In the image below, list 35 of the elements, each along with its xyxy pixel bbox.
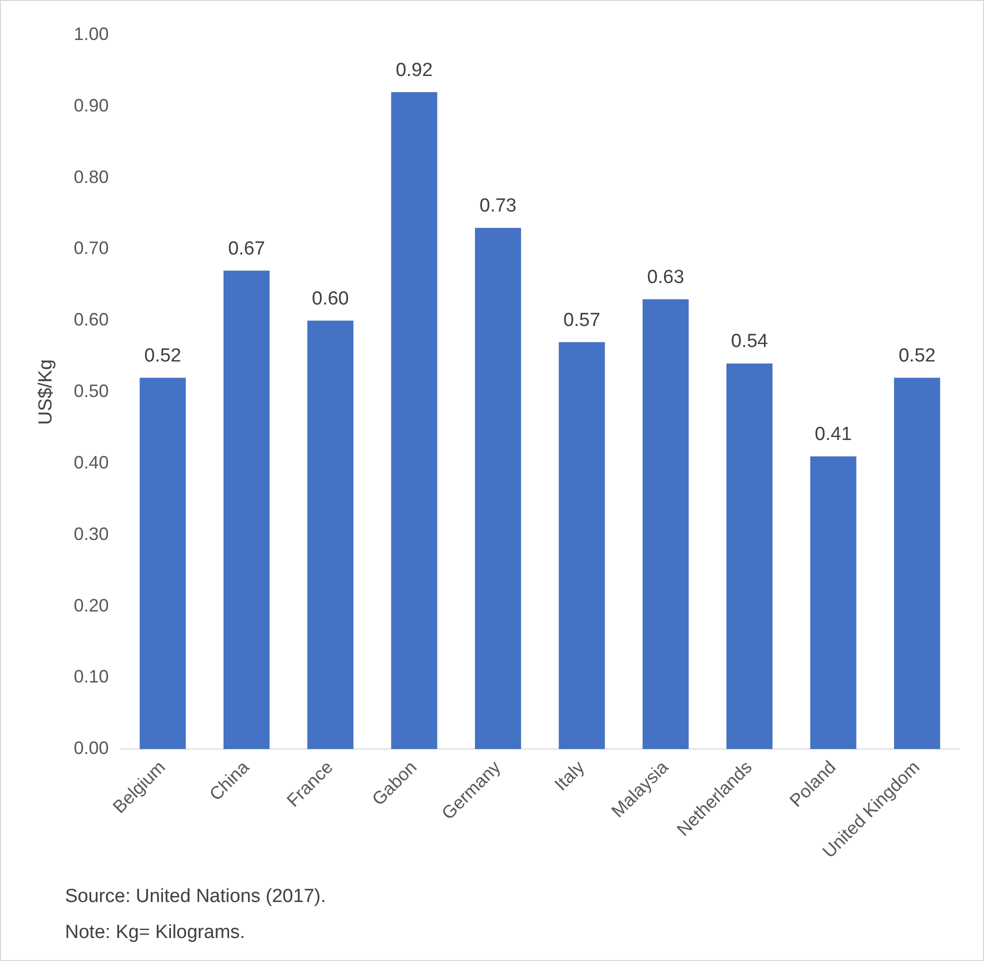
text: Note: Kg= Kilograms. — [65, 921, 246, 945]
data-label: 0.52 — [898, 346, 936, 367]
bar — [391, 92, 438, 750]
y-tick-label: 0.50 — [74, 381, 109, 402]
x-tick-label: Italy — [550, 757, 588, 794]
bar — [224, 270, 270, 750]
y-tick-label: 0.60 — [74, 310, 109, 330]
y-axis-title: US$/Kg — [36, 359, 57, 425]
data-label: 0.54 — [730, 331, 768, 352]
y-tick-label: 0.70 — [74, 238, 109, 258]
data-label: 0.63 — [647, 266, 684, 288]
y-tick-label: 0.90 — [74, 95, 109, 116]
y-tick-label: 0.80 — [74, 166, 109, 187]
data-label: 0.41 — [814, 424, 852, 446]
y-tick-label: 0.40 — [74, 452, 109, 472]
bar — [894, 378, 940, 750]
data-label: 0.52 — [144, 346, 182, 367]
y-tick-label: 0.10 — [74, 666, 109, 687]
y-tick-label: 0.20 — [74, 595, 109, 616]
bar — [140, 378, 186, 750]
bar — [474, 228, 522, 750]
y-tick-label: 1.00 — [74, 24, 109, 44]
bar — [558, 342, 605, 750]
data-label: 0.92 — [396, 60, 433, 81]
bar — [726, 364, 773, 750]
source-note: Source: United Nations (2017). — [65, 885, 326, 909]
data-label: 0.57 — [563, 310, 600, 331]
bar — [642, 299, 689, 750]
data-label: 0.67 — [228, 238, 266, 260]
bar — [810, 456, 856, 750]
y-tick-label: 0.00 — [74, 738, 109, 758]
y-tick-label: 0.30 — [74, 524, 109, 544]
data-label: 0.60 — [312, 288, 349, 310]
data-label: 0.73 — [480, 196, 516, 217]
bar — [307, 320, 354, 750]
